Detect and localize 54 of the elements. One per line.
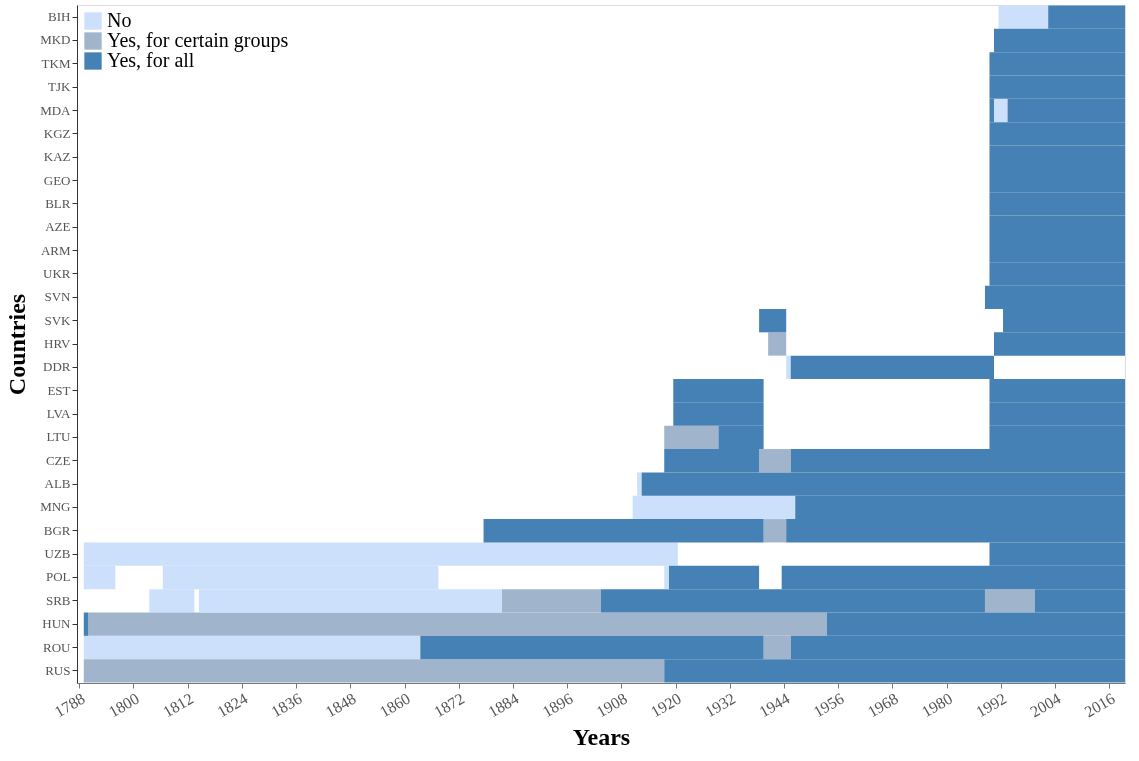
y-tick-label: BIH [48,9,71,25]
x-tick-label: 1800 [105,689,142,721]
x-tick-label: 1980 [918,689,956,721]
y-tick-label: RUS [45,662,71,678]
x-tick-label: 2016 [1081,689,1118,721]
y-tick-label: LVA [46,406,72,422]
y-tick-label: BGR [43,522,71,538]
legend-label: Yes, for certain groups [107,29,289,52]
x-tick-label: 1896 [539,689,576,721]
x-tick-label: 1812 [159,689,197,721]
y-tick-label: HRV [44,336,72,351]
y-tick-label: EST [47,382,71,398]
x-tick-label: 1908 [593,689,630,721]
y-tick-label: ALB [44,476,71,492]
x-tick-label: 2004 [1027,689,1064,721]
y-tick-label: SVN [44,289,72,305]
y-tick-label: MKD [40,32,71,48]
x-tick-label: 1884 [485,689,522,721]
x-tick-label: 1932 [702,689,739,721]
legend-label: Yes, for all [107,49,195,71]
y-tick-label: ARM [40,242,71,258]
y-tick-label: TJK [48,79,72,95]
x-tick-label: 1872 [430,689,468,721]
y-tick-label: AZE [45,219,71,235]
y-tick-label: KGZ [43,125,71,141]
x-tick-label: 1848 [322,689,359,721]
y-tick-label: TKM [41,55,71,71]
y-tick-label: ROU [43,639,72,655]
y-tick-label: MNG [40,499,71,515]
legend-label: No [107,9,132,31]
x-tick-label: 1956 [810,689,847,721]
y-tick-label: GEO [43,172,71,188]
y-tick-label: SVK [44,312,72,328]
y-tick-label: MDA [40,102,72,118]
x-tick-label: 1920 [647,689,685,721]
y-tick-label: HUN [42,616,72,632]
y-tick-label: UZB [44,546,71,562]
x-tick-label: 1968 [864,689,901,721]
x-tick-label: 1944 [756,689,793,721]
y-axis-title: Countries [4,293,31,396]
y-tick-label: POL [45,569,71,585]
y-tick-label: LTU [46,429,72,445]
x-tick-label: 1788 [51,689,88,721]
y-tick-label: CZE [45,452,71,468]
x-tick-label: 1824 [214,689,251,721]
y-tick-label: BLR [45,195,71,211]
x-axis-title: Years [572,724,631,751]
y-tick-label: KAZ [43,149,71,165]
x-tick-label: 1836 [268,689,305,721]
y-tick-label: DDR [43,359,71,375]
x-tick-label: 1860 [376,689,413,721]
y-tick-label: SRB [45,592,71,608]
y-tick-label: UKR [43,265,71,281]
x-tick-label: 1992 [973,689,1010,721]
